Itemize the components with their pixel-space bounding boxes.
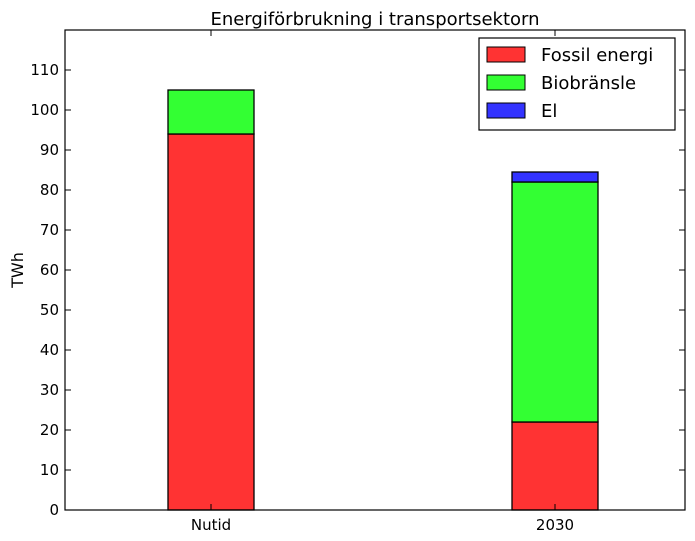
legend-swatch [486,46,526,63]
legend-swatch [486,102,526,119]
y-tick-label: 60 [40,261,59,279]
y-tick-label: 100 [30,101,59,119]
y-tick-label: 20 [40,421,59,439]
y-tick-label: 0 [49,501,59,519]
legend-label: Fossil energi [541,45,653,66]
legend: Fossil energi Biobränsle El [478,37,676,131]
x-tick-label: 2030 [536,516,574,534]
bar-2030-biobränsle [511,181,599,423]
legend-label: El [541,101,557,122]
y-tick-label: 80 [40,181,59,199]
y-tick-label: 70 [40,221,59,239]
y-tick-label: 40 [40,341,59,359]
bar-nutid-biobränsle [167,89,255,135]
y-tick-label: 90 [40,141,59,159]
y-tick-label: 50 [40,301,59,319]
y-tick-label: 30 [40,381,59,399]
bars-group [167,89,599,511]
legend-label: Biobränsle [541,73,636,94]
y-axis-label: TWh [8,252,27,289]
bar-nutid-fossil-energi [167,133,255,511]
bar-2030-el [511,171,599,183]
bar-2030-fossil-energi [511,421,599,511]
legend-swatch [486,74,526,91]
y-tick-label: 10 [40,461,59,479]
chart-title: Energiförbrukning i transportsektorn [210,9,539,30]
x-tick-label: Nutid [191,516,231,534]
y-tick-label: 110 [30,61,59,79]
